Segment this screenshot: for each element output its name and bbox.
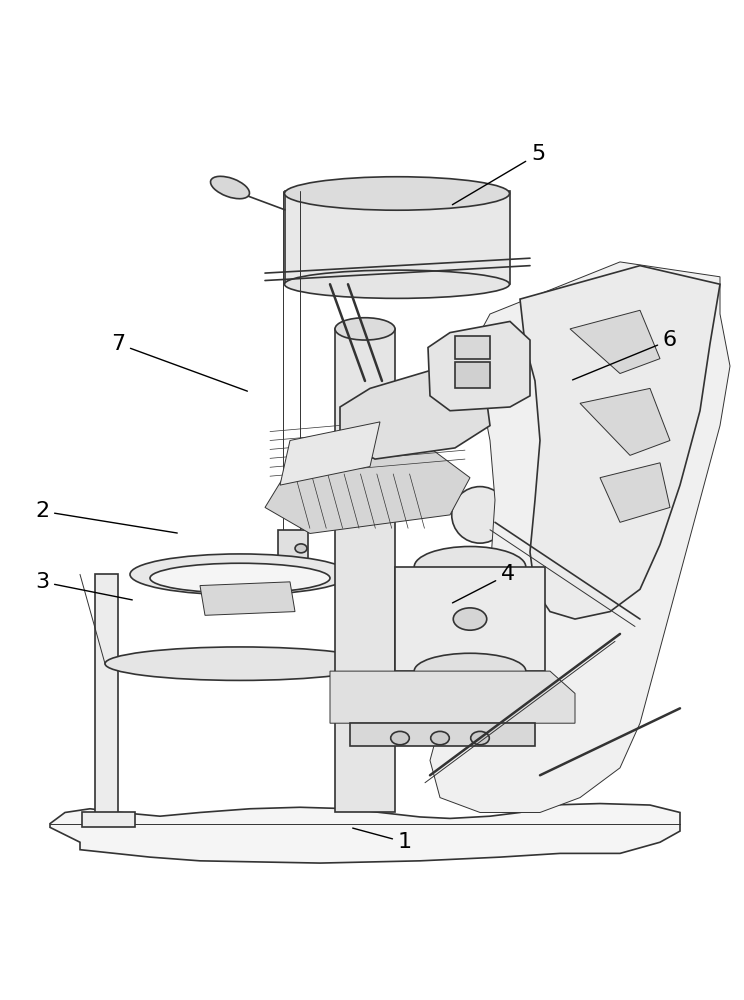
Text: 2: 2 (35, 501, 177, 533)
Ellipse shape (284, 270, 510, 298)
Bar (350, 723, 535, 746)
Ellipse shape (130, 554, 350, 595)
Ellipse shape (414, 546, 526, 587)
Bar (335, 329, 395, 812)
Bar (455, 336, 490, 359)
Bar (82, 812, 135, 827)
Bar (278, 530, 308, 567)
Polygon shape (50, 804, 680, 863)
Polygon shape (570, 310, 660, 374)
Ellipse shape (105, 647, 375, 680)
Ellipse shape (471, 731, 490, 745)
Bar (285, 191, 510, 284)
Polygon shape (200, 582, 295, 615)
Ellipse shape (211, 176, 249, 199)
Bar (395, 567, 545, 671)
Text: 6: 6 (573, 330, 677, 380)
Ellipse shape (453, 608, 487, 630)
Polygon shape (428, 321, 530, 411)
Ellipse shape (284, 177, 510, 210)
Ellipse shape (391, 731, 409, 745)
Text: 5: 5 (452, 144, 545, 205)
Polygon shape (280, 422, 380, 485)
Ellipse shape (277, 564, 305, 577)
Polygon shape (340, 366, 490, 459)
Ellipse shape (150, 563, 330, 593)
Polygon shape (430, 262, 730, 812)
Polygon shape (580, 388, 670, 455)
Polygon shape (265, 448, 470, 533)
Bar (95, 574, 118, 820)
Polygon shape (600, 463, 670, 522)
Ellipse shape (431, 731, 449, 745)
Ellipse shape (335, 318, 395, 340)
Text: 4: 4 (452, 564, 515, 603)
Ellipse shape (295, 544, 307, 553)
Text: 1: 1 (353, 828, 412, 852)
Bar (455, 362, 490, 388)
Text: 3: 3 (35, 572, 132, 600)
Polygon shape (520, 266, 720, 619)
Ellipse shape (277, 568, 305, 581)
Ellipse shape (414, 653, 526, 689)
Text: 7: 7 (111, 334, 248, 391)
Circle shape (452, 487, 508, 543)
Polygon shape (330, 671, 575, 723)
